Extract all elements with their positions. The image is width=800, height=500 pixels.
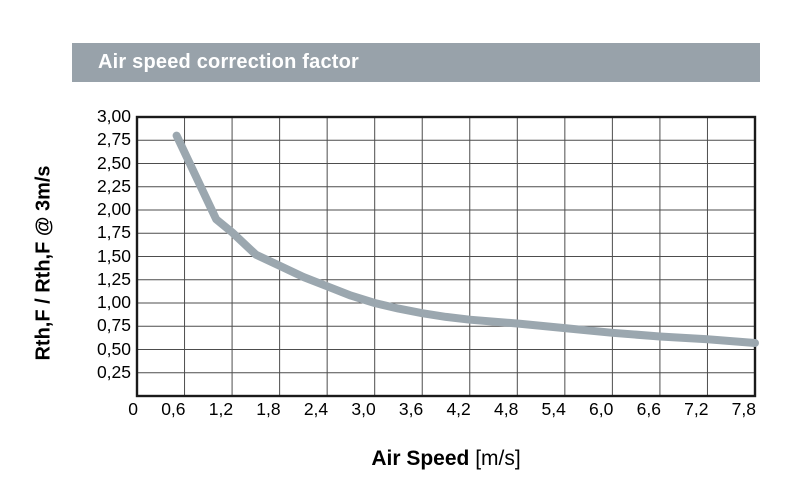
x-tick-label: 3,0: [351, 399, 376, 419]
section-header-bar: Air speed correction factor: [72, 43, 760, 82]
x-tick-label: 5,4: [541, 399, 566, 419]
x-tick-label: 1,2: [208, 399, 234, 419]
x-axis-title-main: Air Speed: [371, 447, 470, 470]
x-tick-label: 2,4: [303, 399, 329, 419]
x-tick-label: 4,8: [493, 399, 519, 419]
y-tick-label: 2,25: [96, 175, 131, 196]
x-tick-label: 6,6: [636, 399, 661, 419]
x-tick-label: 0,6: [161, 399, 186, 419]
y-axis-title: Rth,F / Rth,F @ 3m/s: [32, 165, 55, 361]
y-tick-label: 0,25: [96, 361, 131, 382]
y-tick-label: 1,75: [96, 222, 131, 243]
y-tick-label: 1,25: [96, 268, 131, 289]
y-tick-label: 2,50: [96, 152, 131, 173]
x-tick-label: 0: [128, 399, 138, 419]
x-tick-label: 4,2: [446, 399, 471, 419]
chart-title: Air speed correction factor: [98, 51, 360, 73]
x-axis-title: Air Speed [m/s]: [371, 447, 520, 471]
y-tick-label: 3,00: [96, 106, 131, 126]
plot-frame: [135, 115, 757, 398]
y-tick-label: 2,00: [96, 199, 131, 219]
x-tick-label: 7,2: [684, 399, 709, 419]
y-tick-label: 1,50: [96, 245, 131, 266]
y-tick-label: 2,75: [96, 129, 131, 150]
x-tick-label: 7,8: [731, 399, 756, 419]
y-tick-label: 0,50: [96, 338, 131, 359]
x-tick-label: 3,6: [398, 399, 424, 419]
x-tick-label: 6,0: [589, 399, 614, 419]
y-tick-label: 1,00: [96, 292, 131, 312]
x-tick-label: 1,8: [256, 399, 281, 419]
x-axis-title-unit: [m/s]: [475, 447, 521, 470]
y-tick-label: 0,75: [96, 315, 131, 336]
correction-factor-curve: [172, 131, 759, 347]
